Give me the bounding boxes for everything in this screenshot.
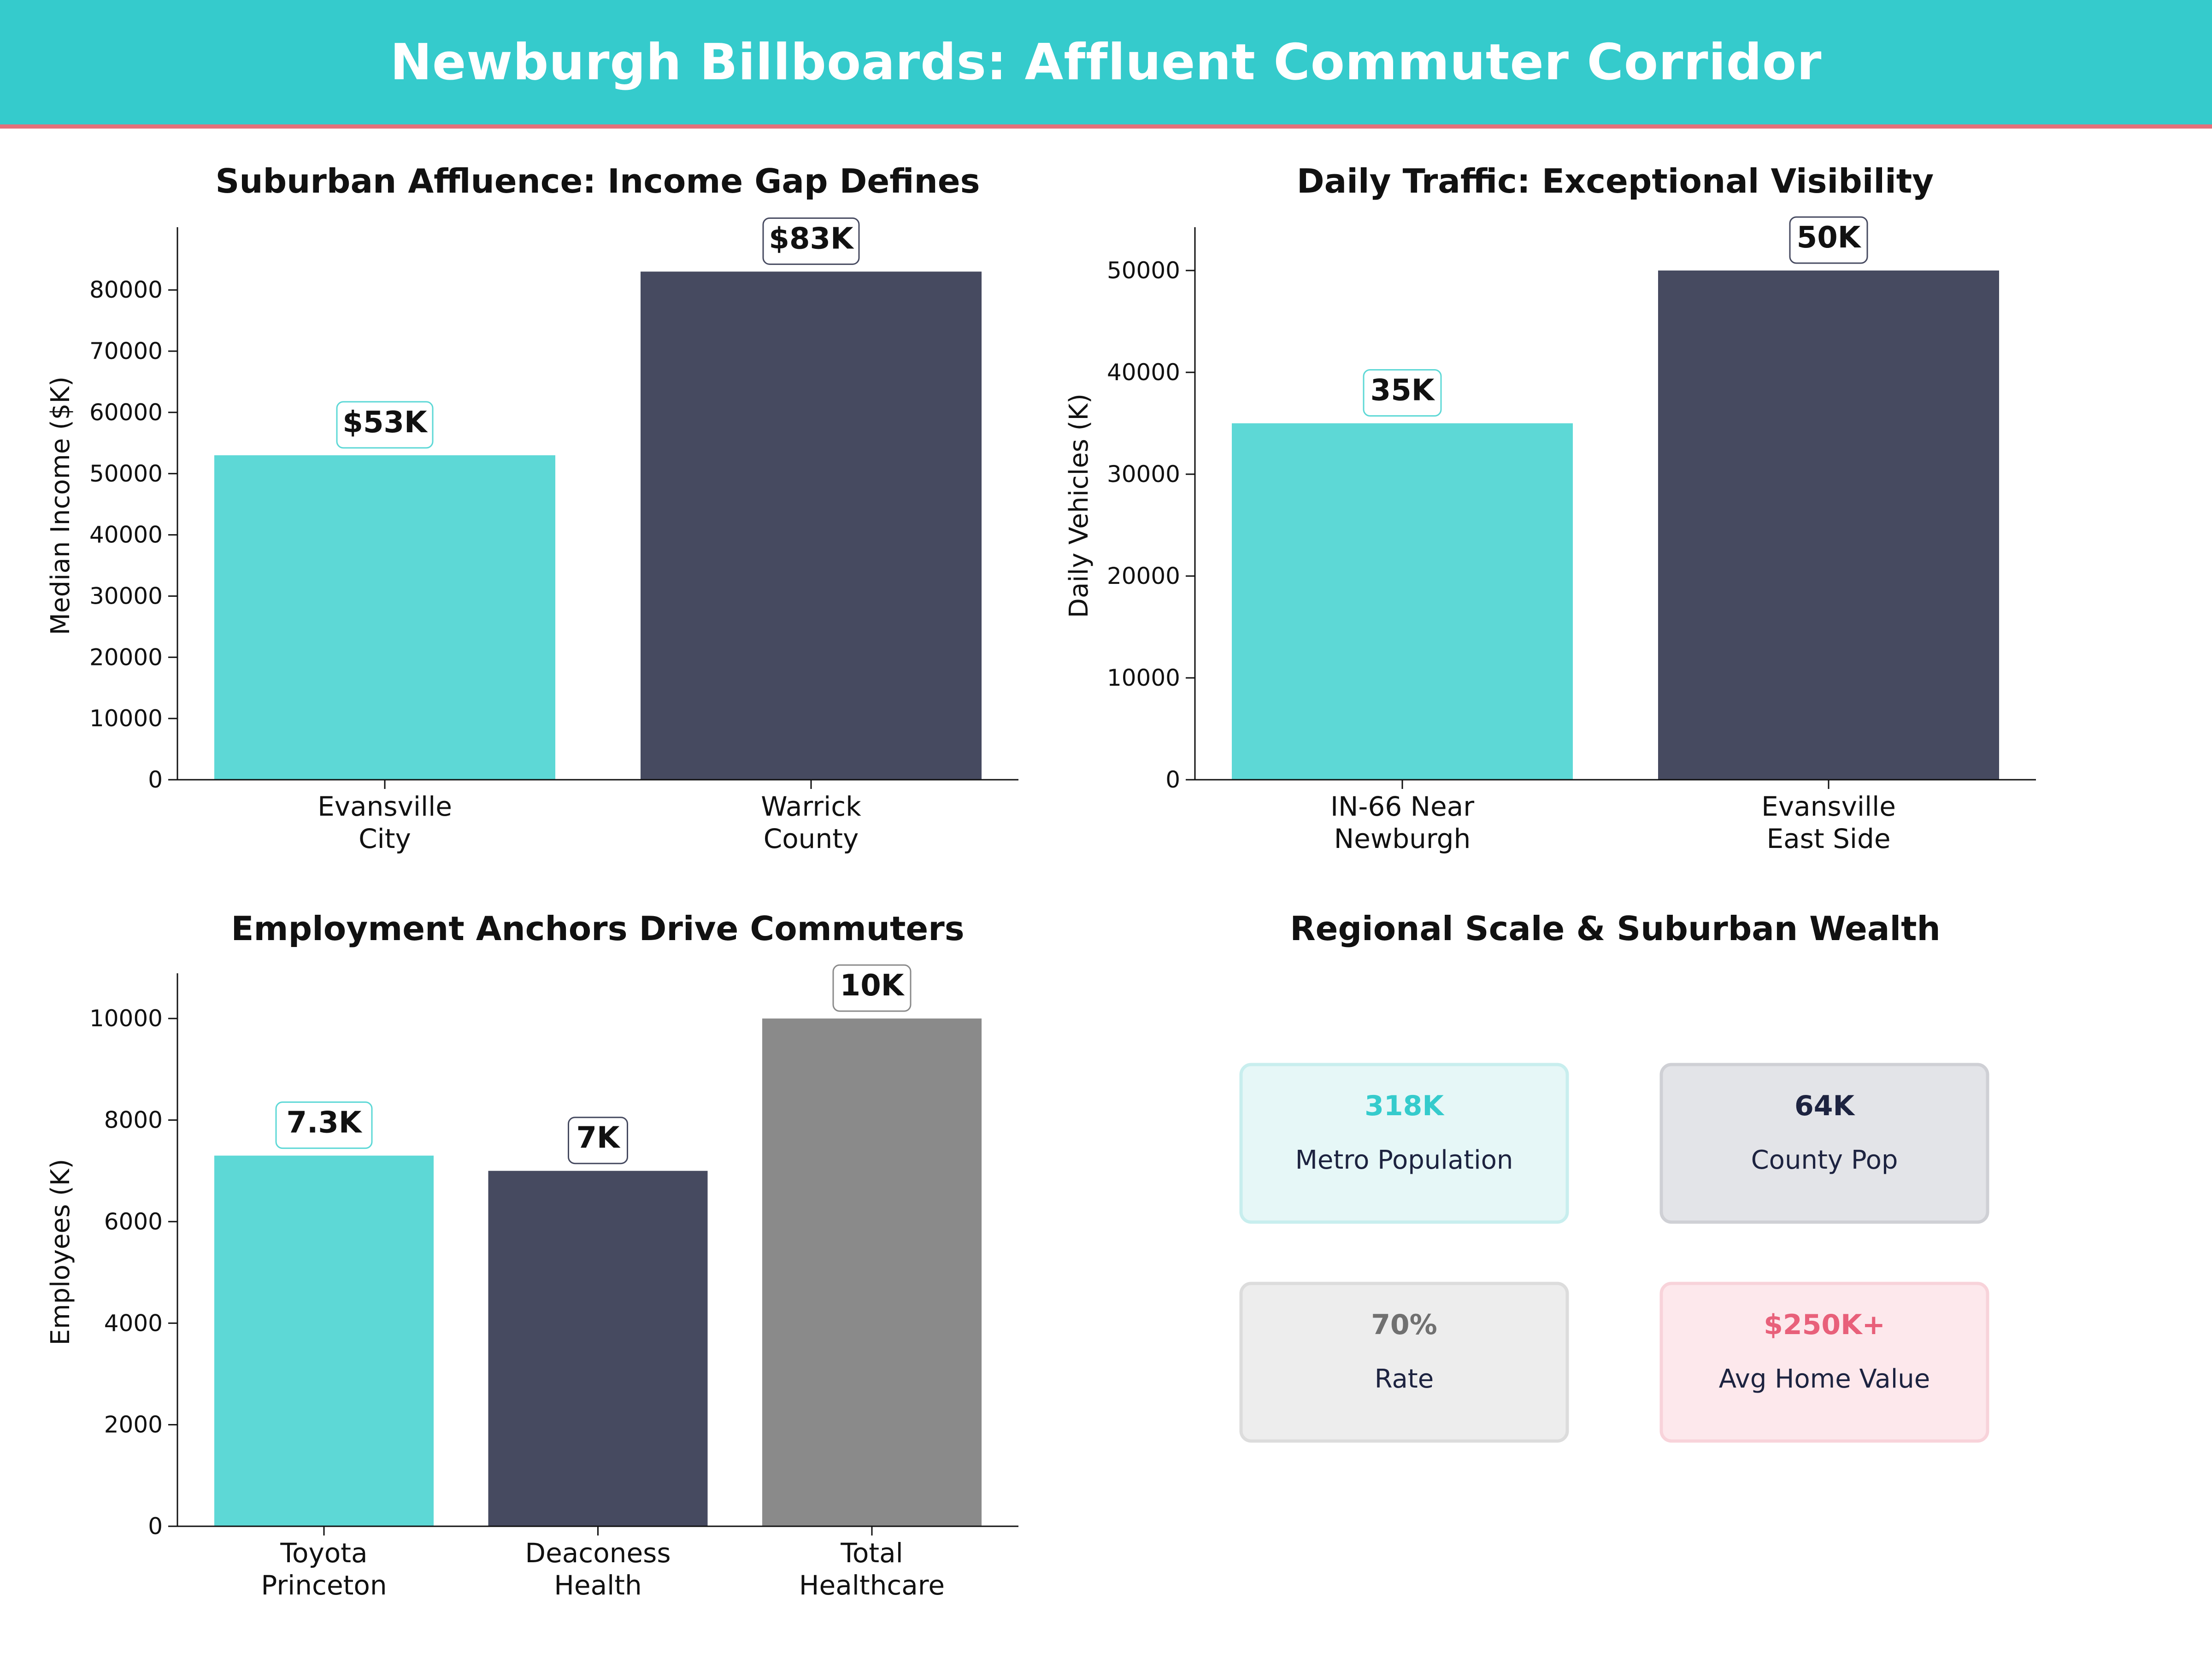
y-axis-title: Daily Vehicles (K) (1064, 394, 1094, 618)
y-tick-label: 10000 (89, 705, 163, 732)
y-tick-label: 80000 (89, 276, 163, 303)
y-tick-label: 0 (1165, 766, 1180, 793)
x-tick-label: Princeton (261, 1570, 387, 1601)
kpi-card: $250K+ Avg Home Value (1659, 1282, 1989, 1443)
bar (1658, 270, 1999, 780)
kpi-card-bg (1659, 1282, 1989, 1443)
chart-2: Daily Traffic: Exceptional Visibility 0 10… (1064, 162, 2036, 854)
data-label-box (1789, 216, 1868, 264)
x-tick-label: Healthcare (799, 1570, 945, 1601)
y-tick-label: 40000 (1107, 359, 1180, 386)
y-tick-label: 30000 (89, 582, 163, 609)
x-tick-label: Evansville (1761, 791, 1896, 822)
kpi-label: County Pop (1751, 1145, 1898, 1175)
y-tick-label: 10000 (89, 1005, 163, 1032)
x-tick-label: City (359, 823, 411, 854)
y-tick-label: 50000 (1107, 257, 1180, 284)
y-tick-label: 20000 (1107, 563, 1180, 589)
data-label: 50K (1797, 221, 1862, 255)
x-tick-label: East Side (1766, 823, 1890, 854)
y-tick-label: 10000 (1107, 665, 1180, 691)
x-tick-label: Total (840, 1537, 903, 1569)
kpi-label: Metro Population (1295, 1145, 1513, 1175)
kpi-value: $250K+ (1764, 1309, 1885, 1341)
bar (214, 455, 555, 780)
chart-3: Employment Anchors Drive Commuters 0 2000 4… (46, 909, 1018, 1601)
x-tick-label: Warrick (761, 791, 861, 822)
kpi-card-bg (1659, 1063, 1989, 1224)
chart-1: Suburban Affluence: Income Gap Defines 0 1… (46, 162, 1018, 854)
data-label: $53K (342, 406, 428, 440)
chart-title: Daily Traffic: Exceptional Visibility (1297, 162, 1934, 200)
y-tick-label: 2000 (104, 1412, 163, 1438)
kpi-card: 64K County Pop (1659, 1063, 1989, 1224)
bar (641, 271, 982, 780)
x-tick-label: Health (554, 1570, 641, 1601)
data-label-box (336, 401, 434, 449)
y-tick-label: 60000 (89, 399, 163, 426)
data-label: 10K (840, 969, 905, 1003)
kpi-label: Avg Home Value (1719, 1364, 1930, 1394)
page-title: Newburgh Billboards: Affluent Commuter C… (390, 33, 1822, 91)
bar (214, 1155, 434, 1526)
kpi-panel: Regional Scale & Suburban Wealth 318K Metr… (1239, 909, 1989, 1443)
kpi-value: 64K (1794, 1090, 1855, 1122)
header-banner: Newburgh Billboards: Affluent Commuter C… (0, 0, 2212, 129)
x-tick-label: Newburgh (1334, 823, 1471, 854)
data-label-box (832, 964, 912, 1012)
x-tick-label: IN-66 Near (1330, 791, 1474, 822)
kpi-label: Rate (1375, 1364, 1434, 1394)
chart-title: Employment Anchors Drive Commuters (231, 909, 964, 948)
data-label-box (568, 1117, 628, 1165)
y-tick-label: 20000 (89, 644, 163, 671)
bar (762, 1018, 982, 1526)
data-label: 35K (1371, 373, 1435, 407)
kpi-card: 70% Rate (1239, 1282, 1569, 1443)
y-tick-label: 30000 (1107, 461, 1180, 488)
x-tick-label: Deaconess (525, 1537, 671, 1569)
kpi-value: 318K (1365, 1090, 1445, 1122)
x-tick-label: County (764, 823, 859, 854)
kpi-card-bg (1239, 1282, 1569, 1443)
x-tick-label: Evansville (318, 791, 452, 822)
kpi-value: 70% (1371, 1309, 1437, 1341)
kpi-panel-title: Regional Scale & Suburban Wealth (1290, 909, 1941, 948)
data-label-box (1363, 369, 1442, 417)
y-axis-title: Employees (K) (46, 1159, 76, 1346)
y-tick-label: 6000 (104, 1208, 163, 1235)
y-tick-label: 0 (148, 766, 163, 793)
data-label-box (275, 1101, 373, 1149)
y-tick-label: 50000 (89, 460, 163, 487)
bar (488, 1171, 708, 1526)
y-tick-label: 70000 (89, 338, 163, 365)
data-label: $83K (769, 222, 854, 256)
kpi-card-bg (1239, 1063, 1569, 1224)
y-tick-label: 0 (148, 1513, 163, 1540)
y-tick-label: 8000 (104, 1107, 163, 1134)
data-label: 7K (576, 1121, 621, 1155)
chart-title: Suburban Affluence: Income Gap Defines (216, 162, 980, 200)
x-tick-label: Toyota (280, 1537, 367, 1569)
bar (1232, 423, 1573, 780)
data-label-box (762, 217, 860, 265)
y-axis-title: Median Income ($K) (46, 377, 76, 635)
y-tick-label: 4000 (104, 1310, 163, 1336)
kpi-card: 318K Metro Population (1239, 1063, 1569, 1224)
data-label: 7.3K (287, 1106, 363, 1140)
y-tick-label: 40000 (89, 522, 163, 548)
